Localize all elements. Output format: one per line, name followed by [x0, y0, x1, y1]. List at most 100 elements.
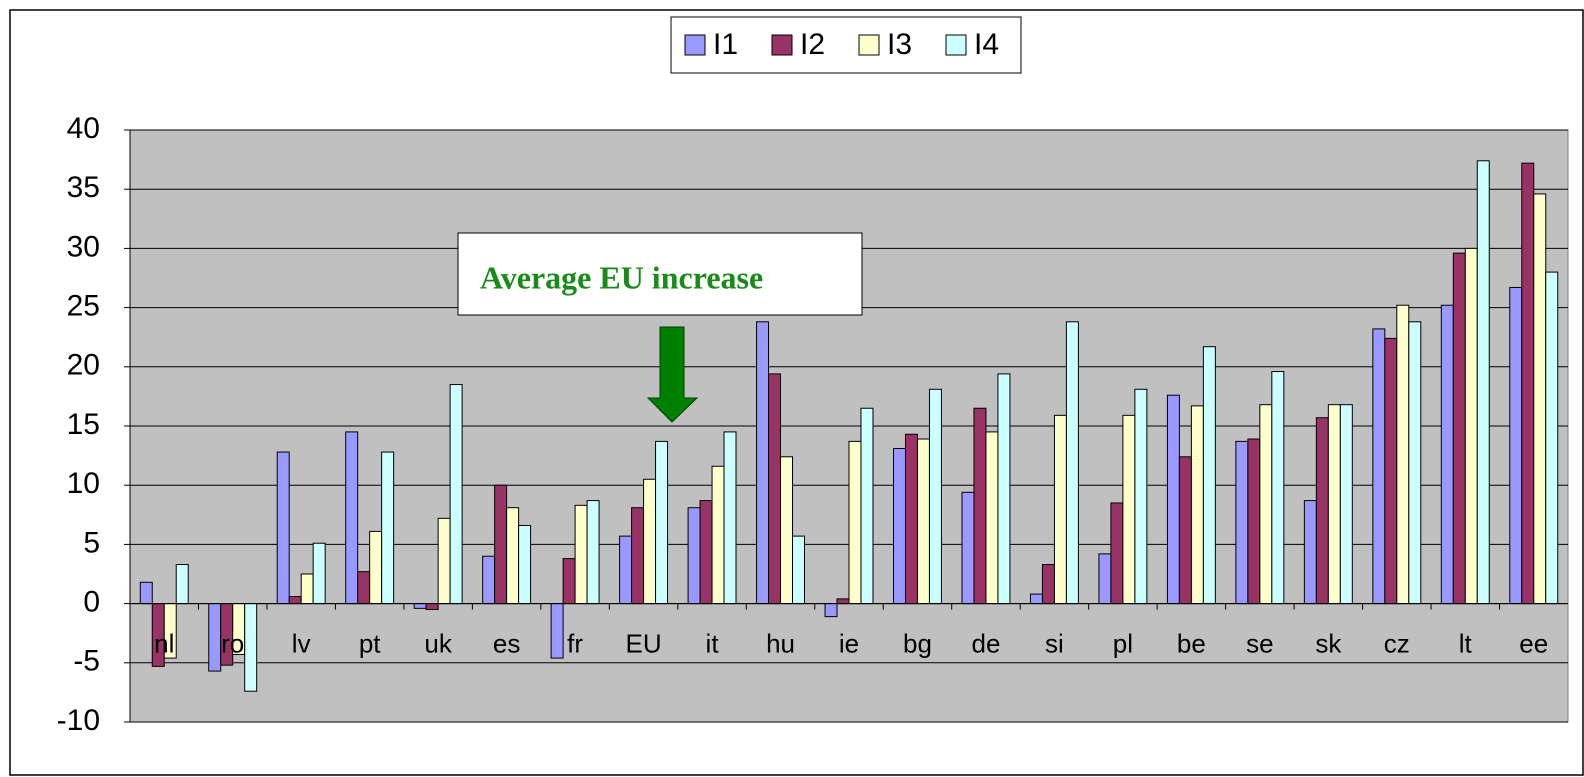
bar: [381, 451, 395, 605]
legend-label: I1: [713, 28, 738, 61]
y-tick-label: 25: [67, 290, 100, 323]
bar: [449, 384, 463, 605]
bar: [699, 500, 713, 605]
bar: [916, 438, 930, 605]
x-tick-label: si: [1045, 628, 1064, 658]
bar: [518, 524, 532, 605]
x-tick-label: ee: [1519, 628, 1548, 658]
x-tick-label: nl: [154, 628, 174, 658]
bar: [244, 603, 258, 692]
x-tick-label: be: [1177, 628, 1206, 658]
x-tick-label: lv: [292, 628, 311, 658]
x-tick-label: hu: [766, 628, 795, 658]
bar: [1235, 440, 1249, 605]
legend-swatch: [858, 34, 880, 56]
bar: [437, 517, 451, 605]
bar: [723, 431, 737, 605]
bar: [1521, 162, 1535, 605]
bar: [997, 373, 1011, 605]
bar: [1533, 193, 1547, 605]
bar: [1190, 405, 1204, 605]
bar: [928, 388, 942, 605]
bar: [1440, 304, 1454, 605]
annotation-box: [457, 232, 863, 316]
annotation-arrow: [646, 326, 699, 423]
bar: [1029, 593, 1043, 605]
bar: [687, 507, 701, 605]
bar: [550, 603, 564, 659]
bar: [139, 581, 153, 605]
legend-label: I2: [800, 28, 825, 61]
bar: [1408, 321, 1422, 605]
y-tick-label: 10: [67, 467, 100, 500]
y-tick-label: 15: [67, 408, 100, 441]
bar: [1247, 438, 1261, 605]
x-tick-label: fr: [567, 628, 583, 658]
bar: [1065, 321, 1079, 605]
y-tick-label: 40: [67, 112, 100, 145]
bar: [413, 603, 427, 609]
bar: [1134, 388, 1148, 605]
bar: [494, 484, 508, 605]
bar: [655, 440, 669, 605]
x-tick-label: EU: [626, 628, 662, 658]
bar: [586, 500, 600, 605]
bar: [1464, 247, 1478, 605]
bar: [1178, 456, 1192, 605]
bar: [1110, 502, 1124, 605]
y-tick-label: 5: [83, 526, 100, 559]
bar: [643, 478, 657, 605]
x-tick-label: sk: [1315, 628, 1342, 658]
bar: [1372, 328, 1386, 605]
bar: [824, 603, 838, 618]
x-tick-label: se: [1246, 628, 1273, 658]
x-tick-label: uk: [424, 628, 452, 658]
bar: [836, 598, 850, 605]
bar: [345, 431, 359, 605]
bar: [848, 440, 862, 605]
bar: [1509, 286, 1523, 605]
legend-swatch: [771, 34, 793, 56]
x-tick-label: es: [493, 628, 520, 658]
y-tick-label: 0: [83, 586, 100, 619]
x-tick-label: cz: [1384, 628, 1410, 658]
bar: [562, 558, 576, 605]
legend-label: I4: [974, 28, 999, 61]
bar: [369, 530, 383, 605]
x-tick-label: ro: [221, 628, 244, 658]
y-tick-label: 30: [67, 230, 100, 263]
bar: [961, 491, 975, 605]
y-tick-label: 35: [67, 171, 100, 204]
bar: [425, 603, 439, 611]
bar: [1396, 304, 1410, 605]
bar: [1053, 414, 1067, 605]
bar: [506, 507, 520, 605]
bar: [1327, 404, 1341, 605]
bar: [482, 555, 496, 605]
x-tick-label: de: [971, 628, 1000, 658]
bar: [1041, 564, 1055, 605]
bar: [208, 603, 222, 672]
legend-label: I3: [887, 28, 912, 61]
bar: [1098, 553, 1112, 605]
bar: [312, 542, 326, 605]
bar: [904, 433, 918, 605]
bar: [1452, 252, 1466, 605]
bar: [1202, 346, 1216, 605]
bar: [1545, 271, 1559, 605]
bar: [792, 535, 805, 605]
bar: [1271, 371, 1285, 605]
x-tick-label: pl: [1113, 628, 1133, 658]
bar: [631, 507, 645, 605]
bar: [1259, 404, 1273, 605]
bar: [574, 504, 588, 605]
bar: [1384, 337, 1398, 605]
x-tick-label: lt: [1459, 628, 1473, 658]
bar: [357, 571, 371, 605]
bar: [276, 451, 290, 605]
bar: [756, 321, 770, 605]
y-tick-label: 20: [67, 349, 100, 382]
annotation: Average EU increase: [480, 259, 763, 295]
bar: [973, 407, 987, 605]
